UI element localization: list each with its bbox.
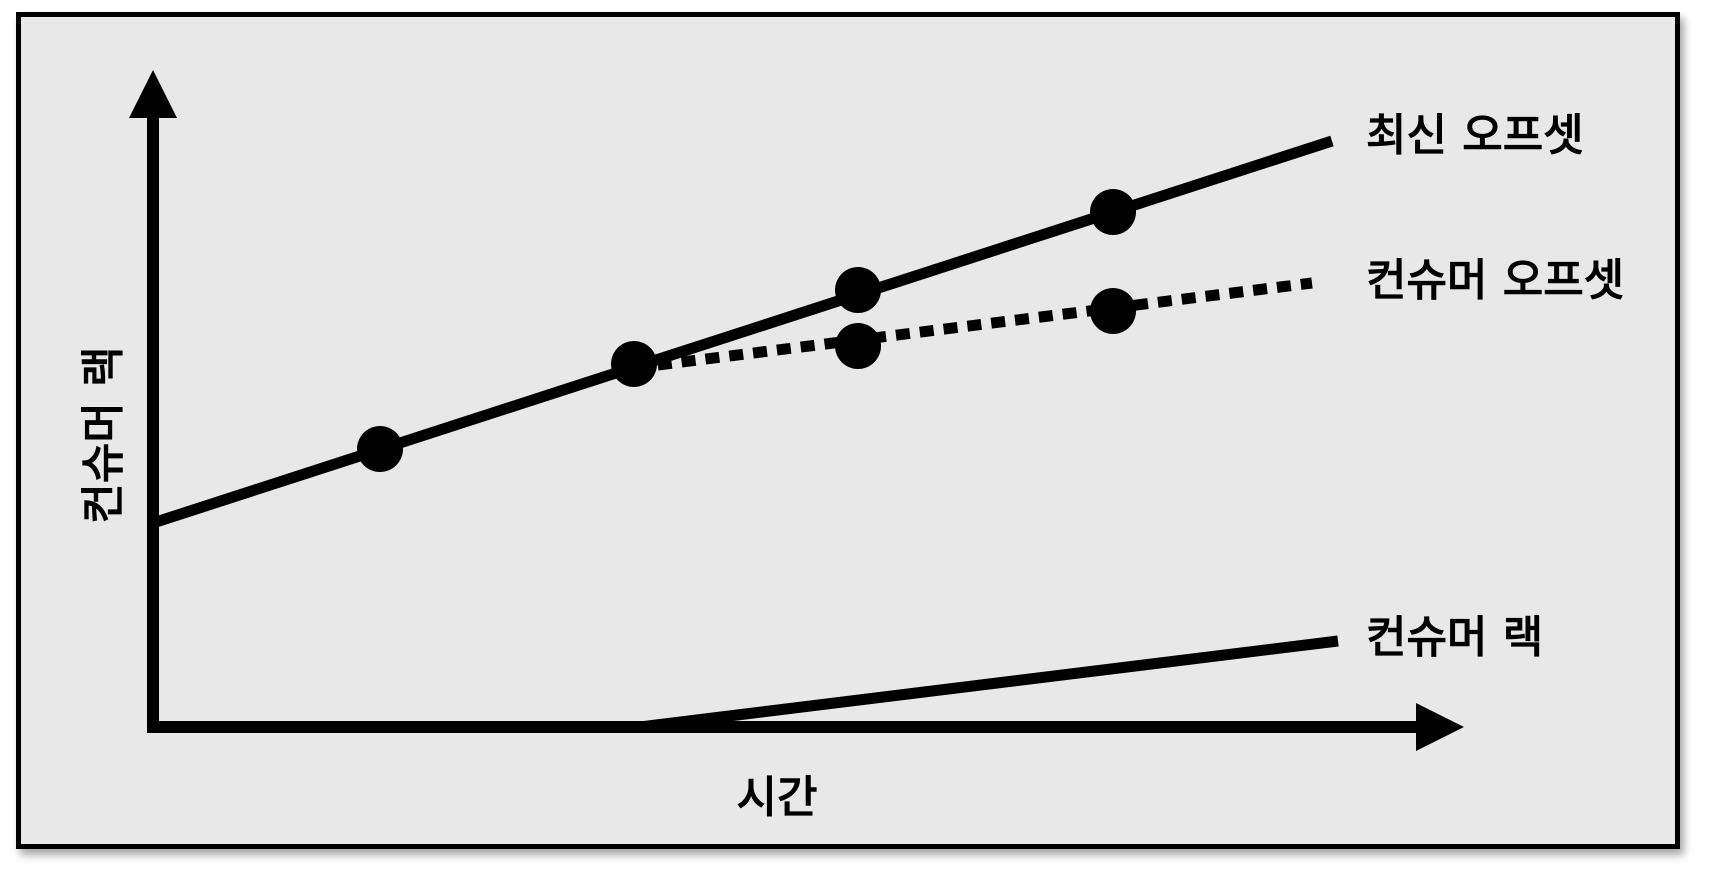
consumer-lag-line — [639, 635, 1339, 733]
consumer-lag-label: 컨슈머 랙 — [1366, 612, 1543, 663]
diagram-frame — [16, 12, 1680, 849]
x-axis-label: 시간 — [737, 772, 818, 823]
latest-offset-label: 최신 오프셋 — [1366, 110, 1584, 161]
latest-offset-point — [611, 341, 657, 387]
latest-offset-line — [151, 135, 1334, 529]
y-axis-label: 컨슈머 랙 — [78, 346, 129, 523]
consumer-offset-point — [1090, 288, 1136, 334]
consumer-offset-label: 컨슈머 오프셋 — [1366, 255, 1624, 306]
latest-offset-point — [357, 426, 403, 472]
consumer-offset-point — [835, 323, 881, 369]
y-axis-arrowhead — [129, 70, 177, 118]
consumer-offset-line — [633, 277, 1313, 374]
latest-offset-point — [1090, 189, 1136, 235]
x-axis-arrowhead — [1416, 703, 1464, 751]
latest-offset-point — [835, 267, 881, 313]
